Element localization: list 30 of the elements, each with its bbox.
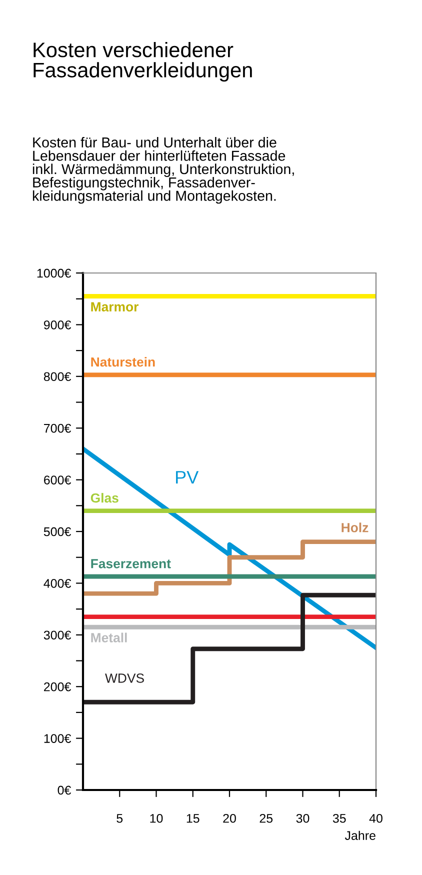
series-label: Glas <box>90 492 118 503</box>
y-tick-label: 800€ <box>44 372 72 382</box>
y-tick-label: 100€ <box>44 734 72 743</box>
y-tick-label: 600€ <box>44 476 72 484</box>
chart-subtitle: Kosten für Bau- und Unterhalt über die Lebensdauer der hinterlüfteten Fassade inkl. Wärmedämmung, Unterkonstruktion, Befestigungstechnik, Fassadenver- kleidungsmaterial und Montagekosten. <box>32 137 294 204</box>
x-tick-label: 30 <box>296 814 310 823</box>
series-label: Naturstein <box>91 356 155 367</box>
y-tick-label: 500€ <box>44 527 72 536</box>
series-label: WDVS <box>105 673 144 683</box>
x-tick-label: 40 <box>369 814 382 823</box>
x-tick-label: 35 <box>332 814 346 823</box>
x-tick-label: 25 <box>260 814 273 823</box>
y-tick-label: 1000€ <box>37 268 72 278</box>
x-tick-label: 5 <box>116 814 123 823</box>
x-axis-title: Jahre <box>344 830 376 840</box>
series-label: Holz <box>342 522 368 532</box>
x-tick-label: 10 <box>150 814 163 823</box>
series-label: Marmor <box>91 302 139 312</box>
x-tick-label: 15 <box>186 814 200 823</box>
y-tick-label: 300€ <box>44 630 72 640</box>
y-tick-label: 900€ <box>44 320 72 330</box>
y-tick-label: 200€ <box>44 682 72 692</box>
y-tick-label: 400€ <box>44 579 72 588</box>
series-label: Metall <box>91 632 127 642</box>
x-tick-label: 20 <box>223 814 236 823</box>
series-label: PV <box>176 471 199 484</box>
y-tick-label: 0€ <box>58 786 72 795</box>
y-tick-label: 700€ <box>44 424 72 433</box>
chart-title: Kosten verschiedener Fassadenverkleidungen <box>34 42 252 82</box>
series-label: Faserzement <box>91 559 171 568</box>
